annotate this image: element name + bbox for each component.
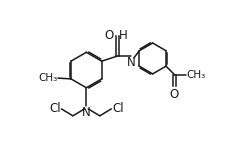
Text: CH₃: CH₃ bbox=[38, 73, 57, 83]
Text: O: O bbox=[170, 88, 179, 101]
Text: Cl: Cl bbox=[112, 102, 124, 115]
Text: N: N bbox=[82, 106, 91, 119]
Text: N: N bbox=[127, 57, 136, 69]
Text: CH₃: CH₃ bbox=[187, 70, 206, 80]
Text: O: O bbox=[105, 29, 114, 42]
Text: H: H bbox=[119, 29, 127, 42]
Text: Cl: Cl bbox=[49, 102, 61, 115]
